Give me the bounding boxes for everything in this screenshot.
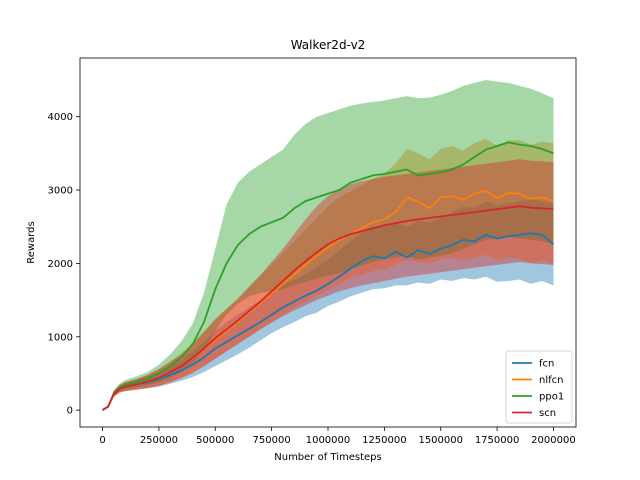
legend-label-fcn: fcn <box>539 359 554 370</box>
band-nlfcn <box>102 138 554 411</box>
y-tick-label: 4000 <box>48 112 73 123</box>
x-tick-label: 1750000 <box>475 435 520 446</box>
legend-label-scn: scn <box>539 408 556 419</box>
line-ppo1 <box>102 141 554 411</box>
x-tick-label: 1000000 <box>306 435 351 446</box>
band-fcn <box>102 198 554 411</box>
y-axis-label: Rewards <box>26 221 37 263</box>
y-tick-label: 2000 <box>48 259 73 270</box>
y-tick-label: 3000 <box>48 186 73 197</box>
x-tick-label: 0 <box>99 435 105 446</box>
line-scn <box>102 205 554 411</box>
x-tick-label: 500000 <box>196 435 234 446</box>
x-tick-label: 250000 <box>140 435 178 446</box>
y-axis: 0 1000 2000 3000 4000 <box>48 112 80 417</box>
chart-title: Walker2d-v2 <box>291 38 366 52</box>
x-tick-label: 2000000 <box>531 435 576 446</box>
x-tick-label: 1500000 <box>418 435 463 446</box>
x-tick-label: 1250000 <box>362 435 407 446</box>
legend-label-nlfcn: nlfcn <box>539 375 563 386</box>
x-tick-label: 750000 <box>253 435 291 446</box>
y-tick-label: 1000 <box>48 332 73 343</box>
x-axis-label: Number of Timesteps <box>274 452 381 463</box>
legend-box <box>505 350 573 424</box>
legend-label-ppo1: ppo1 <box>539 392 564 403</box>
legend: fcn nlfcn ppo1 scn <box>505 350 573 424</box>
x-axis: 0 250000 500000 750000 1000000 1250000 1500000… <box>99 427 576 446</box>
y-tick-label: 0 <box>67 406 73 417</box>
line-fcn <box>102 232 555 411</box>
series-lines <box>102 141 555 411</box>
